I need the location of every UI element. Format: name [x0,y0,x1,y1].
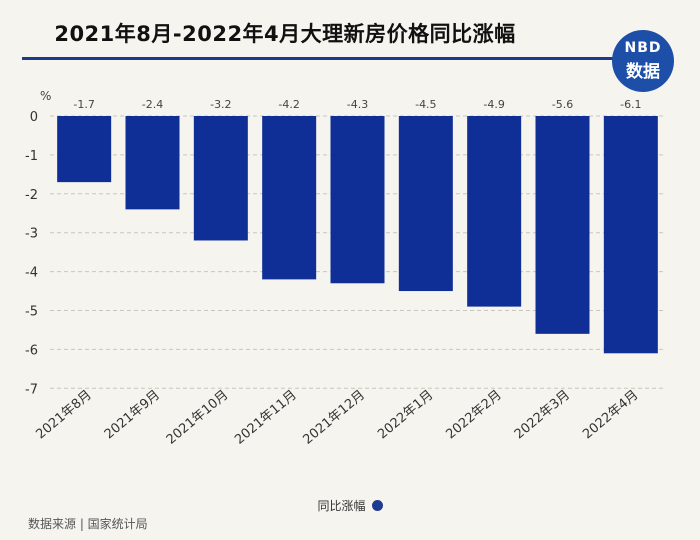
data-label: -4.5 [415,98,436,111]
bar [262,116,317,280]
x-tick-label: 2022年4月 [580,388,641,443]
y-axis-ticks: 0 -1 -2 -3 -4 -5 -6 -7 [25,110,38,397]
data-label: -4.3 [347,98,368,111]
x-tick-label: 2022年1月 [375,388,436,443]
x-tick-label: 2022年2月 [443,388,504,443]
x-tick-label: 2021年9月 [102,388,163,443]
data-label: -4.2 [278,98,299,111]
y-tick-label: 0 [30,110,38,125]
logo-text-nbd: NBD [624,40,662,56]
data-label: -6.1 [620,98,641,111]
y-tick-label: -7 [25,382,38,397]
legend-marker [371,500,383,511]
x-tick-label: 2021年11月 [232,388,300,448]
bars [57,116,658,354]
data-label: -1.7 [73,98,94,111]
x-tick-label: 2021年8月 [33,388,94,443]
y-tick-label: -6 [25,343,38,358]
legend: 同比涨幅 [0,497,700,514]
y-tick-label: -4 [25,266,38,281]
y-tick-label: -1 [25,149,38,164]
x-axis-ticks: 2021年8月 2021年9月 2021年10月 2021年11月 2021年12月 20… [33,388,641,448]
data-label: -2.4 [142,98,163,111]
bar [398,116,453,292]
chart-title: 2021年8月-2022年4月大理新房价格同比涨幅 [54,22,516,46]
data-label: -3.2 [210,98,231,111]
x-tick-label: 2021年10月 [164,388,232,448]
title-underline [22,57,618,60]
bar [125,116,180,210]
y-tick-label: -3 [25,227,38,242]
y-tick-label: -2 [25,188,38,203]
x-tick-label: 2022年3月 [512,388,573,443]
bar [467,116,522,307]
bar [330,116,385,284]
bar [57,116,112,183]
data-labels: -1.7 -2.4 -3.2 -4.2 -4.3 -4.5 -4.9 -5.6 -6.1 [73,98,641,111]
bar-chart: 0 -1 -2 -3 -4 -5 -6 -7 -1.7 -2.4 -3.2 -4.2 -4.3 -4.5… [25,89,665,448]
legend-label: 同比涨幅 [317,499,366,513]
bar [193,116,248,241]
y-axis-unit: % [40,89,51,103]
data-label: -4.9 [483,98,504,111]
data-source: 数据来源 | 国家统计局 [28,517,148,531]
data-label: -5.6 [552,98,573,111]
logo-text-data: 数据 [626,62,660,82]
nbd-logo: NBD 数据 [612,30,674,92]
bar [603,116,658,354]
bar [535,116,590,334]
y-tick-label: -5 [25,305,38,320]
x-tick-label: 2021年12月 [300,388,368,448]
